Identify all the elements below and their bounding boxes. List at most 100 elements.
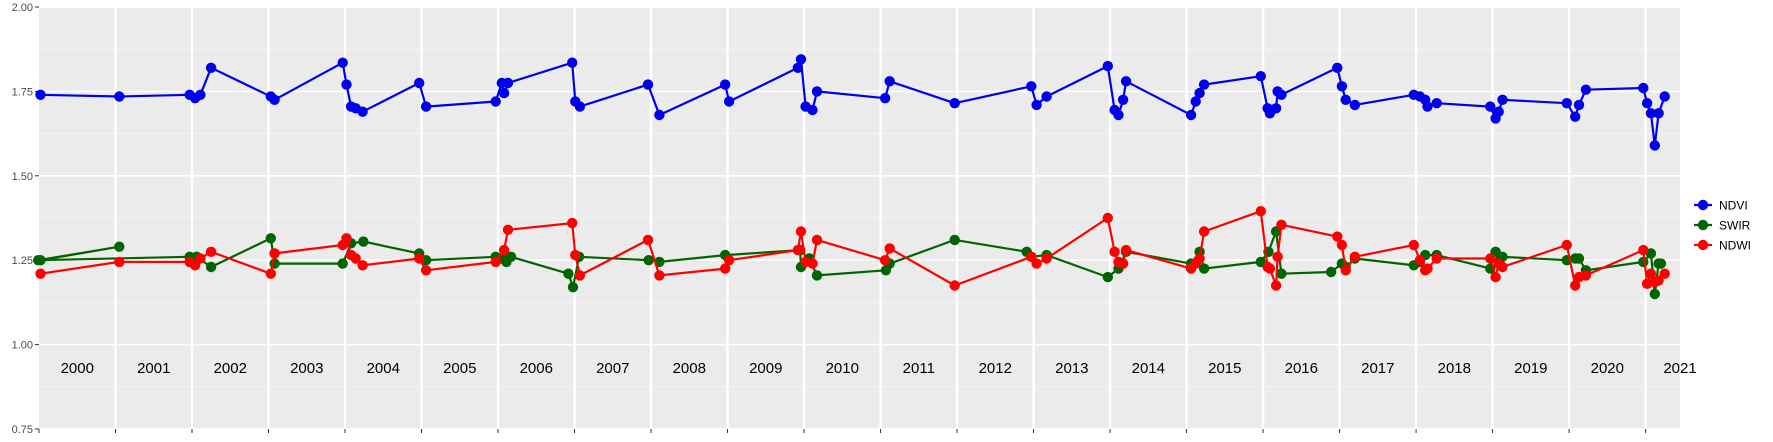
data-point-ndvi	[337, 57, 348, 68]
data-point-ndwi	[1332, 231, 1343, 242]
data-point-ndvi	[884, 76, 895, 87]
data-point-ndvi	[1493, 106, 1504, 117]
data-point-ndwi	[1255, 206, 1267, 217]
data-point-ndwi	[1638, 244, 1649, 256]
data-point-ndwi	[654, 270, 665, 281]
data-point-ndvi	[1185, 109, 1197, 121]
year-label: 2014	[1132, 360, 1165, 377]
data-point-ndwi	[1659, 268, 1670, 279]
data-point-swir	[1655, 258, 1667, 269]
data-point-ndwi	[1485, 253, 1496, 264]
data-point-swir	[1276, 268, 1287, 279]
series-layer	[33, 54, 1670, 300]
data-point-ndvi	[357, 106, 368, 117]
data-point-ndwi	[341, 233, 352, 244]
data-point-ndwi	[498, 244, 510, 256]
data-point-ndwi	[723, 255, 735, 266]
data-point-ndvi	[1113, 109, 1124, 121]
data-point-ndvi	[205, 62, 217, 73]
data-point-ndvi	[574, 101, 586, 112]
data-point-ndwi	[1270, 280, 1282, 291]
y-tick-label: 2.00	[12, 2, 33, 14]
data-point-ndvi	[269, 94, 280, 106]
data-point-ndwi	[1561, 239, 1573, 251]
data-point-swir	[1325, 266, 1337, 278]
data-point-swir	[643, 255, 654, 266]
data-point-ndwi	[1041, 253, 1052, 264]
data-point-ndvi	[1641, 98, 1653, 109]
legend-key-point-ndvi	[1697, 199, 1709, 211]
y-tick-label: 1.50	[12, 171, 33, 183]
data-point-ndvi	[949, 98, 960, 109]
data-point-ndvi	[1255, 71, 1267, 82]
data-point-ndvi	[1349, 99, 1361, 111]
data-point-ndwi	[205, 246, 217, 257]
data-point-ndvi	[1120, 76, 1132, 87]
data-point-ndvi	[1422, 101, 1433, 112]
year-label: 2021	[1663, 360, 1696, 377]
year-label: 2019	[1514, 360, 1547, 377]
data-point-ndwi	[811, 234, 823, 246]
data-point-ndvi	[490, 96, 501, 107]
data-point-swir	[563, 268, 574, 279]
data-point-ndwi	[1490, 271, 1501, 283]
data-point-ndvi	[1102, 60, 1114, 72]
year-label: 2005	[443, 360, 476, 377]
data-point-ndvi	[723, 96, 735, 107]
year-label: 2009	[749, 360, 782, 377]
data-point-ndwi	[265, 268, 276, 279]
year-label: 2010	[826, 360, 859, 377]
year-label: 2006	[520, 360, 553, 377]
y-tick-label: 1.00	[12, 340, 33, 352]
data-point-swir	[505, 251, 517, 262]
year-label: 2017	[1361, 360, 1394, 377]
data-point-ndvi	[1340, 94, 1351, 106]
data-point-ndwi	[1408, 239, 1420, 251]
data-point-ndwi	[1264, 263, 1276, 274]
data-point-ndwi	[1645, 268, 1657, 279]
data-point-ndvi	[1332, 62, 1343, 73]
data-point-ndvi	[114, 91, 125, 102]
data-point-ndvi	[1659, 91, 1670, 102]
data-point-ndvi	[1117, 94, 1129, 106]
data-point-ndvi	[1190, 96, 1201, 107]
data-point-ndvi	[1485, 101, 1496, 112]
data-point-ndwi	[502, 224, 514, 235]
data-point-swir	[1573, 253, 1585, 264]
data-point-ndwi	[1276, 219, 1287, 230]
data-point-ndwi	[792, 244, 804, 256]
data-point-ndvi	[1198, 79, 1210, 90]
data-point-ndvi	[1573, 99, 1585, 111]
data-point-swir	[949, 234, 960, 246]
data-point-ndwi	[420, 265, 432, 276]
data-point-ndvi	[1497, 94, 1508, 106]
data-point-ndvi	[811, 86, 823, 97]
legend-key-point-ndwi	[1697, 239, 1709, 251]
data-point-ndvi	[420, 101, 432, 112]
data-point-ndwi	[490, 256, 501, 268]
data-point-ndvi	[498, 87, 510, 99]
x-axis: 2000 2001 2002 2003 2004 2005 2006 2007 2008 2009…	[38, 360, 1697, 433]
data-point-ndwi	[1120, 244, 1132, 256]
data-point-ndwi	[1580, 270, 1592, 281]
series-line-swir	[37, 230, 1661, 296]
data-point-ndvi	[1041, 91, 1052, 102]
data-point-ndwi	[1109, 246, 1120, 257]
data-point-ndwi	[1198, 226, 1210, 237]
data-point-swir	[33, 255, 44, 266]
year-label: 2011	[903, 360, 935, 377]
data-point-swir	[205, 261, 217, 273]
data-point-ndvi	[1026, 81, 1037, 92]
year-label: 2012	[979, 360, 1012, 377]
data-point-ndvi	[1336, 81, 1348, 92]
data-point-ndvi	[502, 77, 514, 89]
data-point-ndwi	[195, 253, 206, 264]
data-point-ndvi	[1649, 140, 1661, 151]
data-point-ndwi	[567, 217, 578, 229]
data-point-ndwi	[1336, 239, 1348, 251]
year-label: 2013	[1055, 360, 1088, 377]
data-point-swir	[1649, 288, 1661, 300]
data-point-swir	[265, 233, 276, 244]
data-point-ndwi	[884, 243, 895, 254]
data-point-ndwi	[1653, 275, 1664, 286]
